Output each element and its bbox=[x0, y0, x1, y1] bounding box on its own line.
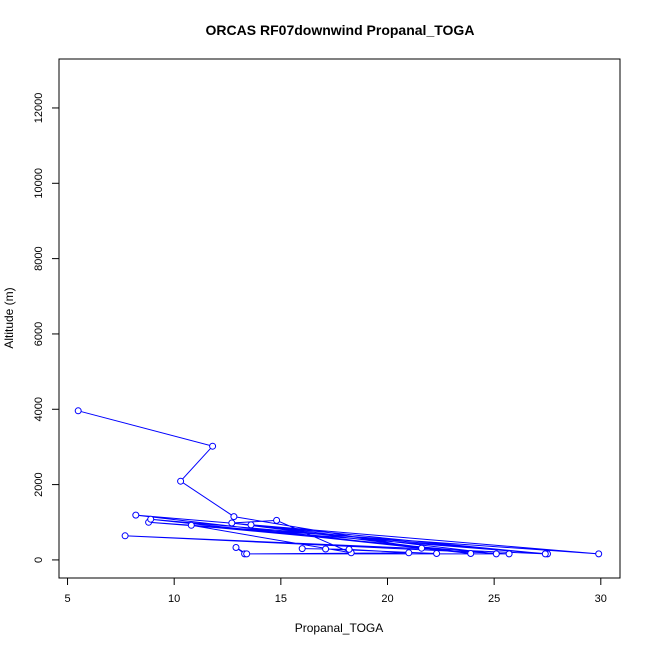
data-point bbox=[228, 519, 236, 527]
x-tick-label: 5 bbox=[64, 593, 70, 605]
data-point bbox=[345, 545, 353, 553]
data-point bbox=[541, 550, 549, 558]
data-point bbox=[243, 550, 251, 558]
data-point bbox=[230, 513, 238, 521]
series-layer bbox=[74, 407, 603, 558]
x-axis: 5 10 15 20 25 30 bbox=[64, 577, 607, 605]
y-tick-label: 2000 bbox=[33, 472, 45, 496]
data-point bbox=[187, 521, 195, 529]
data-point bbox=[247, 521, 255, 529]
y-tick-label: 8000 bbox=[33, 246, 45, 270]
data-point bbox=[121, 532, 129, 540]
y-tick-label: 4000 bbox=[33, 397, 45, 421]
data-point bbox=[74, 407, 82, 415]
data-point bbox=[147, 515, 155, 523]
y-tick-label: 10000 bbox=[33, 168, 45, 199]
data-point bbox=[492, 550, 500, 558]
data-point bbox=[209, 442, 217, 450]
series-line bbox=[78, 410, 599, 555]
data-point bbox=[505, 550, 513, 558]
data-point bbox=[433, 550, 441, 557]
data-point bbox=[132, 511, 140, 519]
data-point bbox=[595, 550, 603, 558]
data-point bbox=[418, 544, 426, 552]
y-tick-label: 0 bbox=[33, 557, 45, 563]
x-tick-label: 10 bbox=[168, 593, 180, 605]
x-tick-label: 20 bbox=[381, 593, 393, 605]
x-axis-label: Propanal_TOGA bbox=[295, 621, 384, 635]
x-tick-label: 25 bbox=[488, 593, 500, 605]
data-point bbox=[405, 549, 413, 557]
y-axis-label: Altitude (m) bbox=[2, 287, 16, 348]
data-point bbox=[467, 550, 475, 557]
data-point bbox=[232, 544, 240, 551]
x-tick-label: 15 bbox=[275, 593, 287, 605]
chart-title: ORCAS RF07downwind Propanal_TOGA bbox=[206, 22, 475, 38]
data-point bbox=[273, 516, 281, 524]
x-tick-label: 30 bbox=[595, 593, 607, 605]
data-point bbox=[298, 545, 306, 553]
y-tick-label: 6000 bbox=[33, 322, 45, 346]
data-point bbox=[177, 477, 185, 485]
y-tick-label: 12000 bbox=[33, 93, 45, 124]
data-point bbox=[322, 545, 330, 553]
y-axis: 0 2000 4000 6000 8000 10000 12000 bbox=[33, 93, 60, 563]
